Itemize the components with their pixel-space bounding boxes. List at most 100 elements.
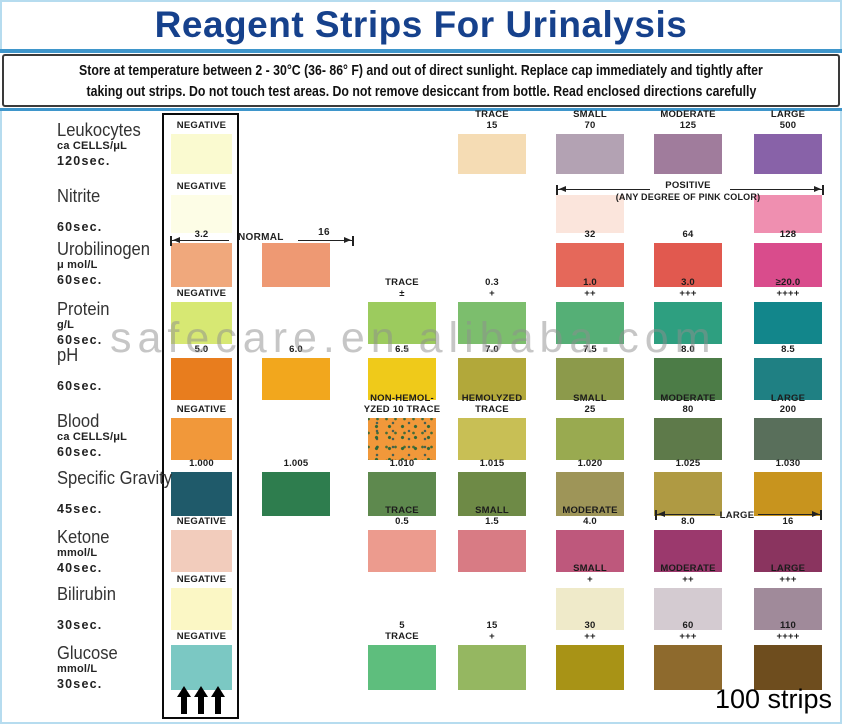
test-name-block: Urobilinogen μ mol/L 60sec. bbox=[57, 239, 167, 287]
color-swatch bbox=[171, 418, 232, 460]
swatch-label: 60 +++ bbox=[679, 620, 697, 642]
color-swatch bbox=[368, 418, 436, 460]
swatch-label: 64 bbox=[682, 228, 694, 240]
color-swatch bbox=[556, 243, 624, 287]
test-read-time: 30sec. bbox=[57, 618, 103, 632]
color-swatch bbox=[171, 530, 232, 572]
swatch-label: 1.030 bbox=[775, 457, 801, 469]
swatch-label: 128 bbox=[779, 228, 797, 240]
test-name: Glucose bbox=[57, 643, 118, 663]
color-swatch bbox=[171, 302, 232, 344]
color-swatch bbox=[754, 530, 822, 572]
color-swatch bbox=[754, 134, 822, 174]
swatch-label: 32 bbox=[584, 228, 596, 240]
swatch-label: 1.025 bbox=[675, 457, 701, 469]
color-swatch bbox=[368, 530, 436, 572]
test-read-time: 60sec. bbox=[57, 220, 103, 234]
color-swatch bbox=[458, 418, 526, 460]
swatch-label: 110 ++++ bbox=[776, 620, 800, 642]
swatch-label: 7.5 bbox=[583, 343, 597, 355]
color-swatch bbox=[556, 302, 624, 344]
test-read-time: 60sec. bbox=[57, 445, 103, 459]
test-unit: g/L bbox=[57, 319, 75, 331]
urobilinogen-negative-range-arrow bbox=[170, 235, 229, 246]
test-name-block: Protein g/L 60sec. bbox=[57, 299, 167, 347]
swatch-label: 8.0 bbox=[681, 343, 695, 355]
color-swatch bbox=[171, 588, 232, 630]
swatch-label: 1.020 bbox=[577, 457, 603, 469]
test-name-block: Ketone mmol/L 40sec. bbox=[57, 527, 167, 575]
normal-label: NORMAL bbox=[238, 232, 284, 243]
swatch-label: 16 bbox=[782, 515, 794, 527]
swatch-label: 7.0 bbox=[485, 343, 499, 355]
test-name: Specific Gravity bbox=[57, 468, 173, 488]
swatch-label: NEGATIVE bbox=[176, 630, 227, 642]
color-swatch bbox=[458, 530, 526, 572]
test-read-time: 120sec. bbox=[57, 154, 111, 168]
color-swatch bbox=[458, 302, 526, 344]
swatch-label: MODERATE ++ bbox=[660, 563, 716, 585]
color-swatch bbox=[171, 358, 232, 400]
color-swatch bbox=[556, 358, 624, 400]
swatch-label: 6.0 bbox=[289, 343, 303, 355]
color-swatch bbox=[654, 134, 722, 174]
up-arrow-icon bbox=[210, 686, 225, 714]
notice-line-1: Store at temperature between 2 - 30°C (3… bbox=[79, 61, 763, 79]
test-unit: ca CELLS/μL bbox=[57, 140, 128, 152]
color-swatch bbox=[171, 472, 232, 516]
test-unit: ca CELLS/μL bbox=[57, 431, 128, 443]
test-read-time: 45sec. bbox=[57, 502, 103, 516]
test-read-time: 60sec. bbox=[57, 379, 103, 393]
storage-notice-box: Store at temperature between 2 - 30°C (3… bbox=[0, 49, 842, 111]
swatch-label: SMALL 25 bbox=[573, 393, 607, 415]
color-swatch bbox=[556, 195, 624, 233]
swatch-label: MODERATE 125 bbox=[660, 109, 716, 131]
color-swatch bbox=[654, 302, 722, 344]
test-name: Blood bbox=[57, 411, 100, 431]
color-swatch bbox=[458, 645, 526, 690]
strips-count: 100 strips bbox=[714, 684, 832, 714]
swatch-label: 15 + bbox=[486, 620, 498, 642]
swatch-label: 5.0 bbox=[194, 343, 209, 355]
color-swatch bbox=[654, 358, 722, 400]
swatch-label: 1.005 bbox=[283, 457, 309, 469]
test-unit: μ mol/L bbox=[57, 259, 98, 271]
color-swatch bbox=[458, 472, 526, 516]
swatch-label: 6.5 bbox=[395, 343, 409, 355]
color-swatch bbox=[556, 418, 624, 460]
swatch-label: NEGATIVE bbox=[176, 515, 227, 527]
color-swatch bbox=[654, 243, 722, 287]
swatch-label: LARGE 500 bbox=[770, 109, 806, 131]
ketone-large-arrow-left bbox=[655, 509, 715, 520]
swatch-label: 1.0 ++ bbox=[583, 277, 597, 299]
color-swatch bbox=[754, 302, 822, 344]
notice-line-2: taking out strips. Do not touch test are… bbox=[86, 82, 756, 100]
color-swatch bbox=[368, 302, 436, 344]
color-swatch bbox=[171, 134, 232, 174]
swatch-label: MODERATE 4.0 bbox=[562, 505, 618, 527]
swatch-label: SMALL + bbox=[573, 563, 607, 585]
swatch-label: TRACE ± bbox=[385, 277, 419, 299]
up-arrows-icon bbox=[167, 686, 235, 719]
color-swatch bbox=[262, 243, 330, 287]
test-unit: mmol/L bbox=[57, 547, 98, 559]
swatch-label: TRACE 15 bbox=[475, 109, 509, 131]
test-name: Leukocytes bbox=[57, 120, 141, 140]
test-name-block: Nitrite 60sec. bbox=[57, 186, 167, 234]
color-swatch bbox=[171, 243, 232, 287]
color-swatch bbox=[654, 472, 722, 516]
test-name: Nitrite bbox=[57, 186, 101, 206]
storage-notice-border: Store at temperature between 2 - 30°C (3… bbox=[2, 54, 840, 107]
ketone-large-label: LARGE bbox=[719, 510, 755, 521]
color-swatch bbox=[654, 418, 722, 460]
color-swatch bbox=[262, 472, 330, 516]
swatch-label: NEGATIVE bbox=[176, 180, 227, 192]
up-arrow-icon bbox=[176, 686, 191, 714]
color-swatch bbox=[458, 134, 526, 174]
test-name: pH bbox=[57, 345, 79, 365]
color-swatch bbox=[754, 195, 822, 233]
test-read-time: 40sec. bbox=[57, 561, 103, 575]
swatch-label: 30 ++ bbox=[584, 620, 596, 642]
